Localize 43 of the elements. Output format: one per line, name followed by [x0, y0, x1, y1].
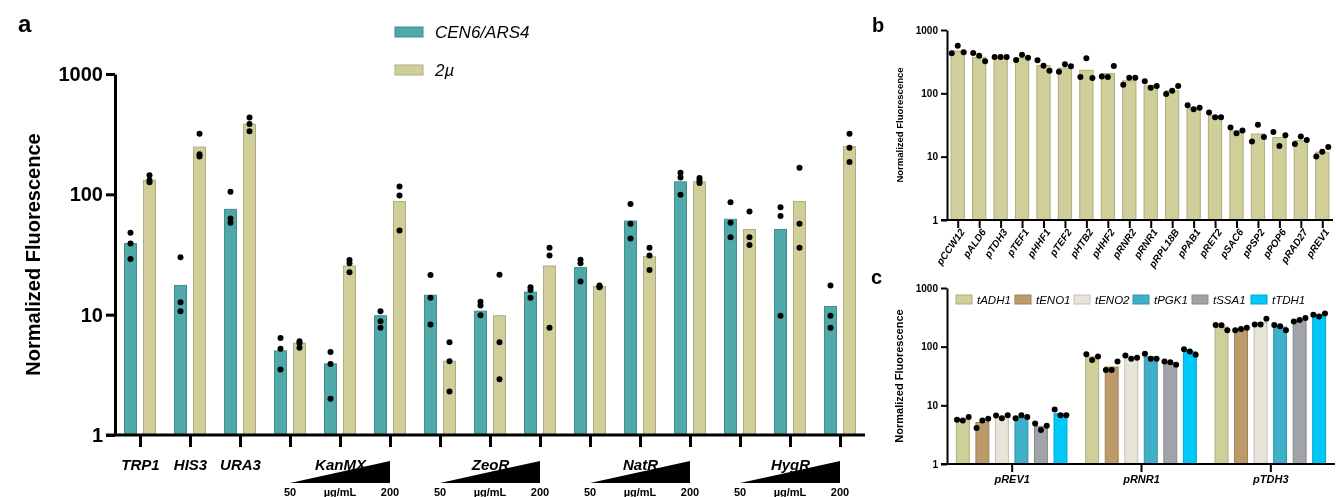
text: 200 [830, 486, 850, 497]
legend-label: tADH1 [977, 293, 1011, 306]
y-tick-label: 1000 [915, 24, 939, 36]
chart-title: b [872, 14, 885, 36]
chart-title: a [18, 10, 32, 37]
x-tick-label: pREV1 [993, 472, 1030, 485]
text: 200 [380, 486, 400, 497]
text: 200 [680, 486, 700, 497]
legend-label: tTDH1 [1272, 293, 1306, 306]
text: 50 [433, 486, 447, 497]
y-tick-label: 100 [921, 88, 939, 100]
legend-label: CEN6/ARS4 [435, 22, 530, 42]
y-tick-label: 10 [926, 151, 939, 163]
legend-label: tENO2 [1095, 293, 1131, 306]
text: 50 [583, 486, 597, 497]
x-tick-label: URA3 [220, 455, 262, 473]
y-tick-label: 10 [80, 303, 103, 326]
x-tick-label: TRP1 [121, 455, 160, 473]
y-tick-label: 1000 [58, 62, 103, 85]
y-axis-title: Normalized Fluorescence [893, 309, 905, 443]
y-tick-label: 1 [932, 214, 939, 226]
y-axis-title: Normalized Fluorescence [22, 133, 44, 376]
y-tick-label: 100 [921, 341, 939, 353]
x-tick-label: HIS3 [173, 455, 208, 473]
legend-label: 2µ [434, 60, 455, 80]
y-tick-label: 1000 [915, 282, 939, 294]
x-tick-label: pTDH3 [1252, 472, 1289, 485]
legend-label: tENO1 [1036, 293, 1071, 306]
x-tick-label: KanMX [315, 455, 367, 473]
text: 50 [733, 486, 747, 497]
x-tick-label: ZeoR [470, 455, 510, 473]
y-tick-label: 1 [932, 458, 939, 470]
chart-title: c [871, 266, 883, 288]
text: 50 [283, 486, 297, 497]
x-tick-label: NatR [622, 455, 659, 473]
legend-label: tSSA1 [1213, 293, 1246, 306]
y-axis-title: Normalized Fluorescence [894, 67, 905, 183]
x-tick-label: pRNR1 [1122, 472, 1160, 485]
legend-label: tPGK1 [1154, 293, 1188, 306]
y-tick-label: 10 [926, 400, 939, 412]
y-tick-label: 100 [69, 183, 103, 206]
y-tick-label: 1 [91, 423, 103, 446]
text: 200 [530, 486, 550, 497]
